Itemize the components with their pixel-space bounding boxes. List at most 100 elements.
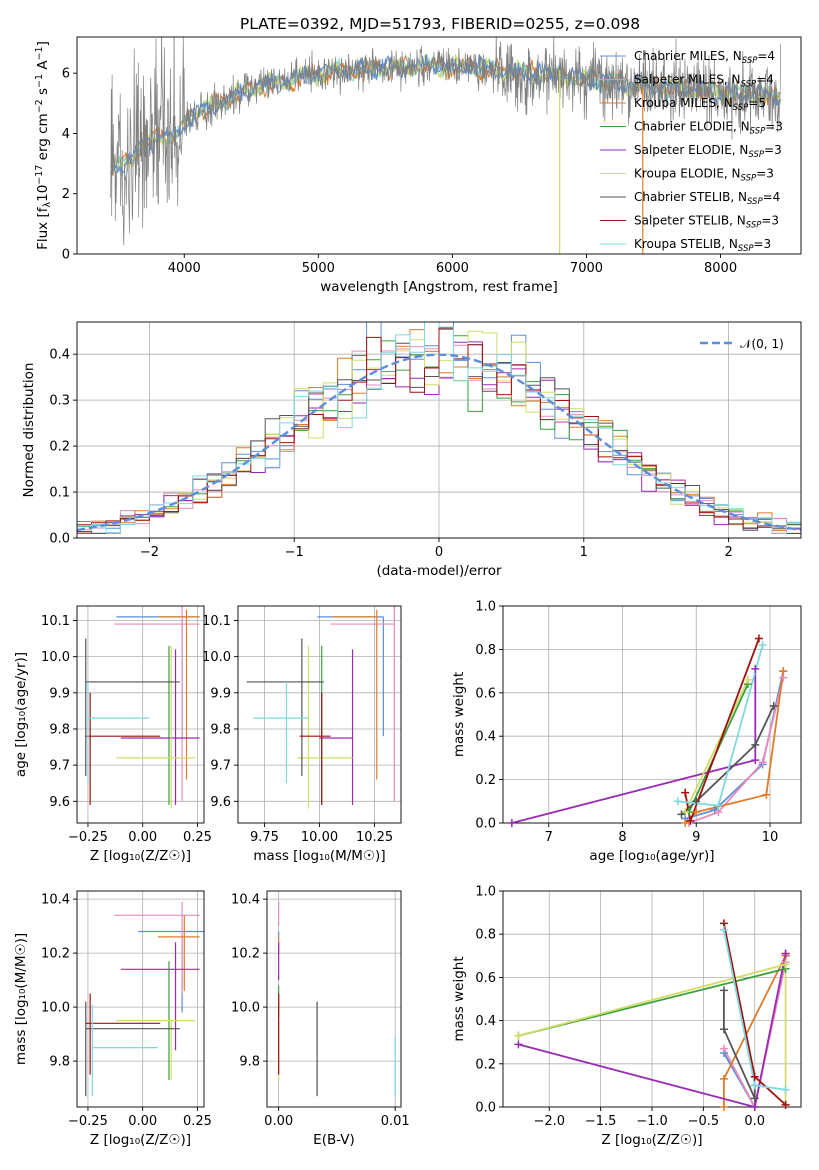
weight-marker-chabrier-stelib xyxy=(677,810,686,819)
weight-marker-kroupa-stelib xyxy=(758,641,767,650)
axes-decor: 7 8 9 10 0.0 0.2 0.4 0.6 0.8 1.0 age [log₁₀(age/yr… xyxy=(451,600,802,864)
y-tick-label: 0.4 xyxy=(475,730,496,745)
legend-label-normal: 𝒩(0, 1) xyxy=(740,337,784,351)
figure-title: PLATE=0392, MJD=51793, FIBERID=0255, z=0… xyxy=(240,15,640,33)
y-tick-label: 9.8 xyxy=(49,722,70,737)
weight-line-salpeter-miles xyxy=(723,962,787,1107)
y-tick-label: 9.7 xyxy=(49,759,70,774)
y-axis-label: mass [log₁₀(M/M☉)] xyxy=(13,933,29,1065)
weight-marker-salpeter-elodie xyxy=(750,1103,759,1111)
weight-marker-kroupa-miles xyxy=(779,667,788,676)
weight-marker-chabrier-stelib xyxy=(769,701,778,710)
weight-line-salpeter-miles xyxy=(688,677,785,823)
y-tick-label: 10.1 xyxy=(202,614,231,629)
y-tick-label: 10.0 xyxy=(202,650,231,665)
weight-marker-chabrier-stelib xyxy=(750,1094,759,1103)
x-axis-label: E(B-V) xyxy=(313,1132,355,1148)
axes-frame xyxy=(266,890,402,1108)
weight-marker-salpeter-stelib xyxy=(686,816,695,825)
x-tick-label: 10 xyxy=(762,830,779,845)
y-axis-label: Normed distribution xyxy=(21,363,37,498)
x-tick-label: 0.25 xyxy=(183,830,212,845)
normal-curve xyxy=(77,353,801,532)
x-tick-label: −0.25 xyxy=(68,1114,108,1129)
x-tick-label: 8 xyxy=(618,830,626,845)
weight-marker-salpeter-stelib xyxy=(750,1072,759,1081)
weight-line-kroupa-stelib xyxy=(677,644,764,807)
weight-marker-kroupa-miles xyxy=(681,819,690,827)
weight-line-salpeter-elodie xyxy=(518,953,787,1107)
axes-age-vs-Z: −0.25 0.00 0.25 9.6 9.7 9.8 9.9 10.0 10.1 Z [log₁… xyxy=(13,605,212,864)
weight-line-chabrier-stelib xyxy=(723,990,756,1099)
axes-weight-vs-Z: −2.0 −1.5 −1.0 −0.5 0.0 0.0 0.2 0.4 0.6 0.8 1.0 Z [… xyxy=(451,885,802,1148)
weight-marker-kroupa-stelib xyxy=(714,801,723,810)
y-tick-label: 9.8 xyxy=(239,1055,260,1070)
axes-decor: −0.25 0.00 0.25 9.6 9.7 9.8 9.9 10.0 10.1 Z [log₁… xyxy=(13,605,212,864)
y-tick-label: 10.0 xyxy=(231,1001,260,1016)
x-tick-label: 2 xyxy=(724,545,732,560)
x-axis-label: age [log₁₀(age/yr)] xyxy=(589,848,714,864)
y-tick-label: 10.2 xyxy=(41,947,70,962)
weight-marker-salpeter-elodie xyxy=(781,949,790,958)
y-tick-label: 0.0 xyxy=(49,532,70,547)
y-axis-label: age [log₁₀(age/yr)] xyxy=(13,652,29,777)
x-tick-label: 9 xyxy=(692,830,700,845)
y-tick-label: 0.6 xyxy=(475,971,496,986)
weight-marker-kroupa-stelib xyxy=(750,1081,759,1090)
y-tick-label: 0.0 xyxy=(475,1101,496,1116)
x-tick-label: −1 xyxy=(285,545,304,560)
x-tick-label: −1.0 xyxy=(636,1114,668,1129)
y-tick-label: 10.0 xyxy=(41,1001,70,1016)
y-axis-label: Flux [fλ10−17 erg cm−2 s−1 A−1] xyxy=(34,41,53,250)
weight-marker-salpeter-stelib xyxy=(681,788,690,797)
y-tick-label: 9.9 xyxy=(210,686,231,701)
axes-decor: −0.25 0.00 0.25 9.8 10.0 10.2 10.4 Z [log₁₀(Z/Z… xyxy=(13,890,212,1148)
y-tick-label: 10.4 xyxy=(41,893,70,908)
weight-marker-chabrier-stelib xyxy=(719,986,728,995)
legend-label-kroupa-stelib: Kroupa STELIB, NSSP=3 xyxy=(634,237,771,254)
weight-marker-kroupa-elodie xyxy=(514,1031,523,1040)
weight-marker-salpeter-stelib xyxy=(781,1100,790,1109)
weight-marker-salpeter-elodie xyxy=(507,819,516,827)
x-tick-label: 10.25 xyxy=(356,830,393,845)
axes-spectrum: 4000 5000 6000 7000 8000 0 2 4 6 wavelength [Angs… xyxy=(34,36,802,295)
weight-marker-kroupa-stelib xyxy=(781,1085,790,1094)
y-tick-label: 0.2 xyxy=(49,440,70,455)
y-tick-label: 9.9 xyxy=(49,686,70,701)
x-axis-label: (data-model)/error xyxy=(376,563,502,579)
x-tick-label: −2 xyxy=(140,545,159,560)
plot-area xyxy=(85,606,200,809)
y-tick-label: 0.2 xyxy=(475,1057,496,1072)
y-tick-label: 9.8 xyxy=(49,1055,70,1070)
axes-mass-vs-Z: −0.25 0.00 0.25 9.8 10.0 10.2 10.4 Z [log₁₀(Z/Z… xyxy=(13,890,212,1148)
weight-marker-kroupa-miles xyxy=(762,790,771,799)
weight-marker-salpeter-miles xyxy=(719,1044,728,1053)
x-axis-label: Z [log₁₀(Z/Z☉)] xyxy=(601,1132,702,1148)
x-axis-label: Z [log₁₀(Z/Z☉)] xyxy=(90,1132,191,1148)
plot-area xyxy=(511,638,785,823)
x-tick-label: −1.5 xyxy=(585,1114,617,1129)
y-tick-label: 0.1 xyxy=(49,486,70,501)
weight-marker-chabrier-stelib xyxy=(751,740,760,749)
x-tick-label: 0 xyxy=(435,545,443,560)
y-tick-label: 9.8 xyxy=(210,722,231,737)
plot-area xyxy=(246,606,395,809)
weight-marker-salpeter-elodie xyxy=(751,664,760,673)
plot-area xyxy=(278,901,396,1097)
legend-label-kroupa-miles: Kroupa MILES, NSSP=5 xyxy=(634,96,766,113)
y-tick-label: 4 xyxy=(62,127,70,142)
y-tick-label: 0.0 xyxy=(475,817,496,832)
y-tick-label: 0.6 xyxy=(475,686,496,701)
data-spectrum-line xyxy=(110,37,781,246)
y-tick-label: 0.3 xyxy=(49,394,70,409)
weight-marker-kroupa-miles xyxy=(719,1074,728,1083)
x-tick-label: 10.00 xyxy=(301,830,338,845)
x-tick-label: −0.5 xyxy=(688,1114,720,1129)
weight-marker-kroupa-elodie xyxy=(781,960,790,969)
plot-area xyxy=(85,901,204,1097)
x-axis-label: wavelength [Angstrom, rest frame] xyxy=(320,279,558,295)
axes-decor: −2.0 −1.5 −1.0 −0.5 0.0 0.0 0.2 0.4 0.6 0.8 1.0 Z [… xyxy=(451,885,802,1148)
y-tick-label: 6 xyxy=(62,67,70,82)
axes-decor: −2 −1 0 1 2 0.0 0.1 0.2 0.3 0.4 (data-model)/error… xyxy=(21,321,802,579)
